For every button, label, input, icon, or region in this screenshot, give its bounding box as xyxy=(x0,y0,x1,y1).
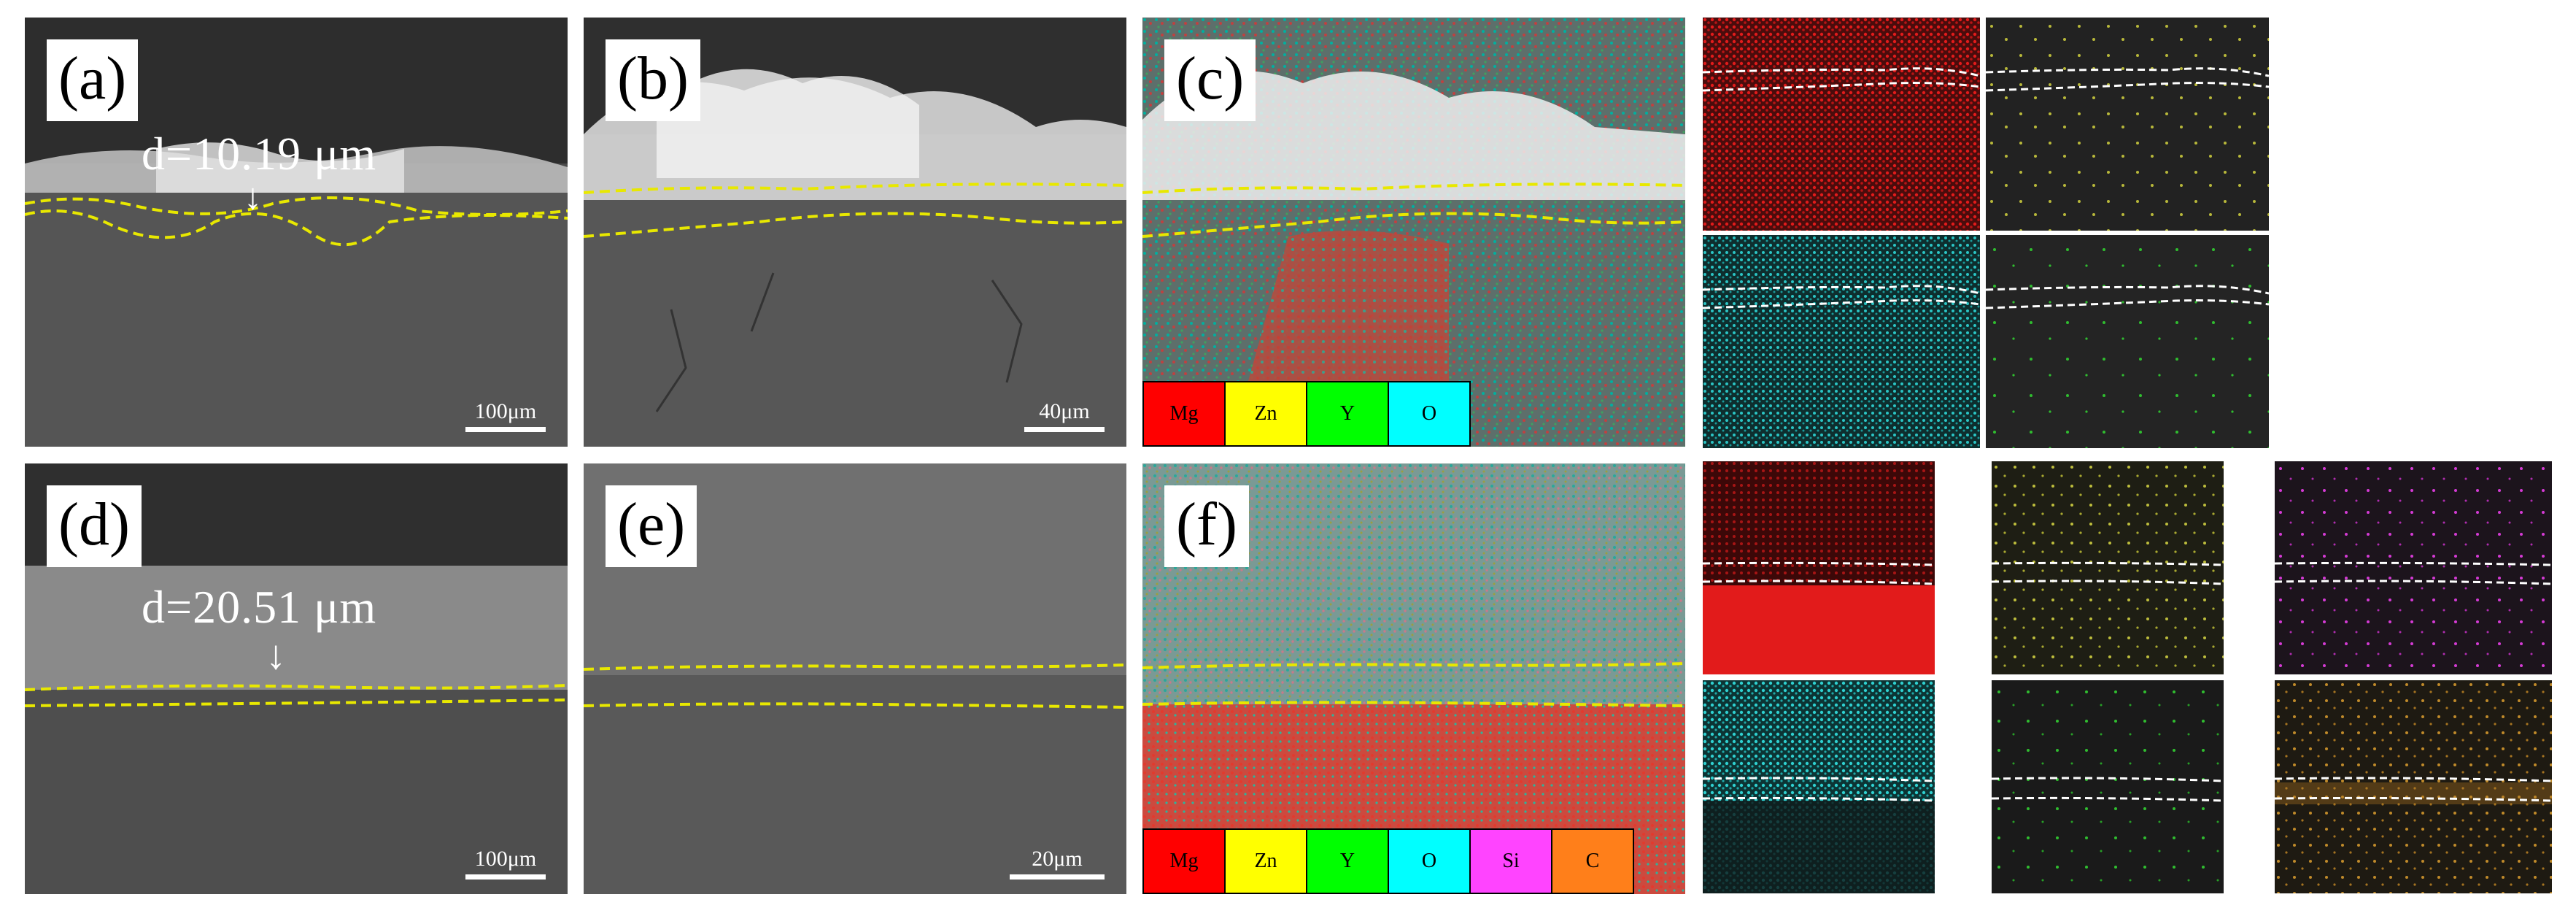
element-map-c xyxy=(2275,680,2552,893)
eds-overlay-panel-f: (f) Mg Zn Y O Si C xyxy=(1142,463,1685,894)
sem-panel-d: (d) d=20.51 μm ↓ 100μm xyxy=(25,463,568,894)
scale-bar-line xyxy=(1024,427,1105,432)
element-map-y-2 xyxy=(1992,680,2224,893)
scale-bar-label: 40μm xyxy=(1039,399,1090,423)
sem-panel-a: (a) d=10.19 μm ↓ 100μm xyxy=(25,18,568,447)
eds-overlay-panel-c: (c) Mg Zn Y O xyxy=(1142,18,1685,447)
element-map-mg-2 xyxy=(1703,461,1935,674)
thickness-annotation: d=20.51 μm xyxy=(142,581,377,633)
legend-item-zn: Zn xyxy=(1226,382,1307,445)
thickness-annotation: d=10.19 μm xyxy=(142,128,377,180)
element-legend: Mg Zn Y O Si C xyxy=(1142,828,1634,894)
panel-label: (b) xyxy=(606,39,700,121)
legend-item-mg: Mg xyxy=(1144,830,1226,893)
panel-label: (a) xyxy=(47,39,139,121)
legend-item-y: Y xyxy=(1307,382,1389,445)
scale-bar: 100μm xyxy=(465,847,546,880)
element-map-zn-2 xyxy=(1992,461,2224,674)
arrow-icon: ↓ xyxy=(266,633,286,678)
sem-panel-b: (b) 40μm xyxy=(584,18,1126,447)
scale-bar-line xyxy=(465,874,546,880)
scale-bar-label: 20μm xyxy=(1032,847,1083,871)
legend-item-si: Si xyxy=(1471,830,1552,893)
arrow-icon: ↓ xyxy=(244,176,262,217)
scale-bar-label: 100μm xyxy=(474,847,537,871)
panel-label: (e) xyxy=(606,485,697,567)
legend-item-y: Y xyxy=(1307,830,1389,893)
legend-item-mg: Mg xyxy=(1144,382,1226,445)
panel-label: (c) xyxy=(1164,39,1256,121)
element-map-o-2 xyxy=(1703,680,1935,893)
sem-panel-e: (e) 20μm xyxy=(584,463,1126,894)
element-legend: Mg Zn Y O xyxy=(1142,381,1471,447)
legend-item-o: O xyxy=(1389,382,1469,445)
element-map-zn xyxy=(1986,18,2269,231)
panel-label: (d) xyxy=(47,485,142,567)
element-map-o xyxy=(1703,235,1980,448)
scale-bar-label: 100μm xyxy=(474,399,537,423)
scale-bar-line xyxy=(465,427,546,432)
legend-item-o: O xyxy=(1389,830,1471,893)
scale-bar: 100μm xyxy=(465,399,546,432)
element-map-y xyxy=(1986,235,2269,448)
element-map-mg xyxy=(1703,18,1980,231)
scale-bar: 40μm xyxy=(1024,399,1105,432)
panel-label: (f) xyxy=(1164,485,1249,567)
legend-item-zn: Zn xyxy=(1226,830,1307,893)
legend-item-c: C xyxy=(1552,830,1633,893)
scale-bar: 20μm xyxy=(1010,847,1105,880)
scale-bar-line xyxy=(1010,874,1105,880)
element-map-si xyxy=(2275,461,2552,674)
